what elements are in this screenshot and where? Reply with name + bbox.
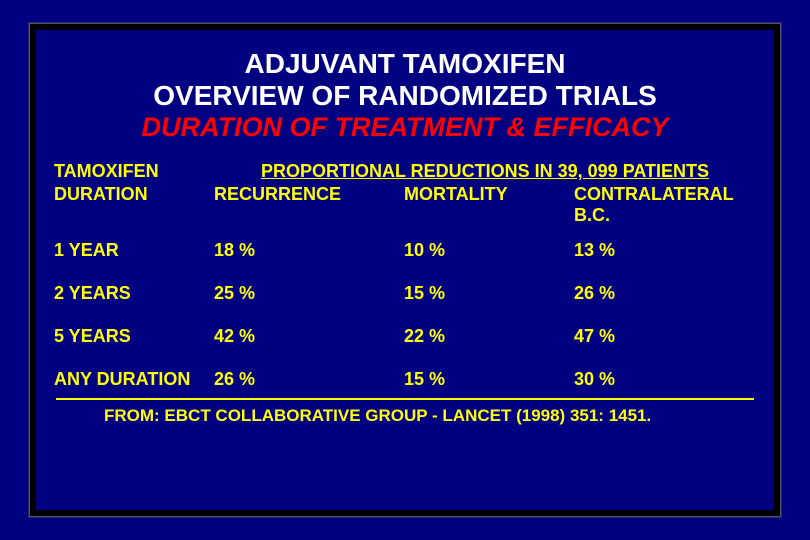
header-recurrence: RECURRENCE — [214, 184, 404, 226]
cell-duration: 5 YEARS — [54, 326, 214, 347]
title-line-2: OVERVIEW OF RANDOMIZED TRIALS — [54, 80, 756, 112]
content-area: TAMOXIFEN PROPORTIONAL REDUCTIONS IN 39,… — [54, 161, 756, 426]
divider-line — [56, 398, 754, 400]
cell-mortality: 15 % — [404, 283, 574, 304]
header-row-1: TAMOXIFEN PROPORTIONAL REDUCTIONS IN 39,… — [54, 161, 756, 182]
cell-mortality: 22 % — [404, 326, 574, 347]
header-duration-1: TAMOXIFEN — [54, 161, 214, 182]
cell-recurrence: 18 % — [214, 240, 404, 261]
title-line-3: DURATION OF TREATMENT & EFFICACY — [54, 112, 756, 143]
cell-duration: ANY DURATION — [54, 369, 214, 390]
cell-contralateral: 30 % — [574, 369, 756, 390]
title-block: ADJUVANT TAMOXIFEN OVERVIEW OF RANDOMIZE… — [54, 48, 756, 143]
cell-contralateral: 26 % — [574, 283, 756, 304]
cell-mortality: 10 % — [404, 240, 574, 261]
title-line-1: ADJUVANT TAMOXIFEN — [54, 48, 756, 80]
header-row-2: DURATION RECURRENCE MORTALITY CONTRALATE… — [54, 184, 756, 226]
table-row: ANY DURATION 26 % 15 % 30 % — [54, 369, 756, 390]
cell-recurrence: 26 % — [214, 369, 404, 390]
cell-recurrence: 42 % — [214, 326, 404, 347]
header-duration-2: DURATION — [54, 184, 214, 226]
header-proportional: PROPORTIONAL REDUCTIONS IN 39, 099 PATIE… — [214, 161, 756, 182]
cell-contralateral: 47 % — [574, 326, 756, 347]
inner-frame: ADJUVANT TAMOXIFEN OVERVIEW OF RANDOMIZE… — [30, 24, 780, 516]
table-row: 5 YEARS 42 % 22 % 47 % — [54, 326, 756, 347]
header-contralateral: CONTRALATERAL B.C. — [574, 184, 756, 226]
cell-duration: 2 YEARS — [54, 283, 214, 304]
cell-recurrence: 25 % — [214, 283, 404, 304]
footer-citation: FROM: EBCT COLLABORATIVE GROUP - LANCET … — [54, 406, 756, 426]
header-mortality: MORTALITY — [404, 184, 574, 226]
table-row: 2 YEARS 25 % 15 % 26 % — [54, 283, 756, 304]
slide: ADJUVANT TAMOXIFEN OVERVIEW OF RANDOMIZE… — [0, 0, 810, 540]
cell-duration: 1 YEAR — [54, 240, 214, 261]
cell-mortality: 15 % — [404, 369, 574, 390]
cell-contralateral: 13 % — [574, 240, 756, 261]
table-row: 1 YEAR 18 % 10 % 13 % — [54, 240, 756, 261]
